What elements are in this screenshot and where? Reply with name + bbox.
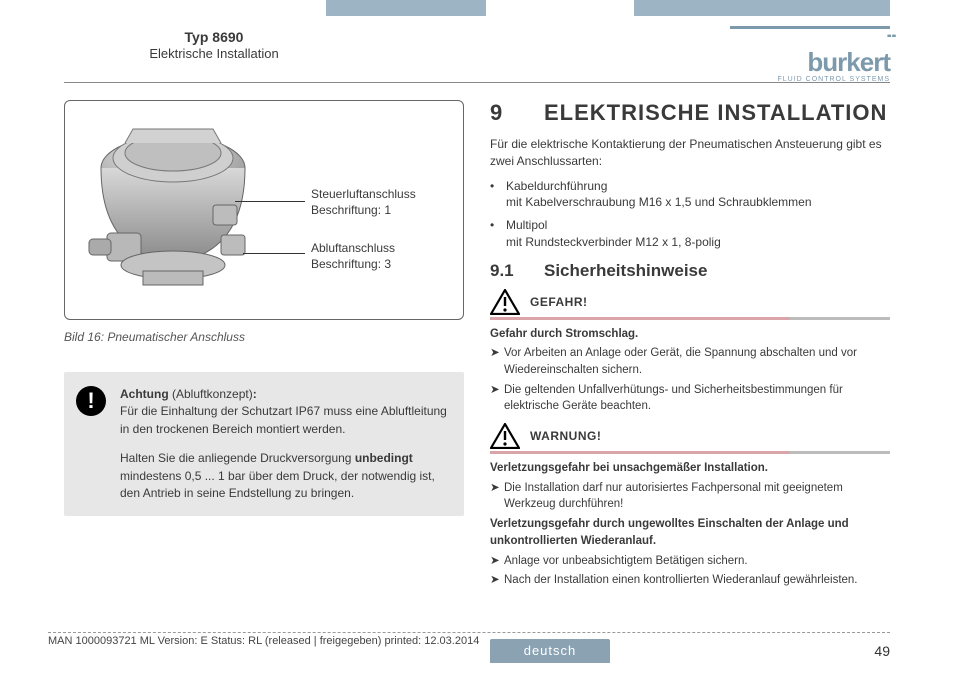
figure-caption: Bild 16: Pneumatischer Anschluss xyxy=(64,330,464,344)
danger-strip xyxy=(490,317,890,320)
attention-para-2: Halten Sie die anliegende Druckversorgun… xyxy=(120,450,450,502)
danger-icon xyxy=(490,289,520,315)
warning-title-2: Verletzungsgefahr durch ungewolltes Eins… xyxy=(490,516,890,549)
brand-logo: ¨ ¨burkert FLUID CONTROL SYSTEMS xyxy=(730,26,890,83)
footer-rule xyxy=(48,632,890,633)
warning-item: ➤Vor Arbeiten an Anlage oder Gerät, die … xyxy=(490,345,890,378)
callout-label-2: AbluftanschlussBeschriftung: 3 xyxy=(311,241,395,272)
warning-item: ➤Die Installation darf nur autorisiertes… xyxy=(490,480,890,513)
danger-box: Gefahr durch Stromschlag. ➤Vor Arbeiten … xyxy=(490,317,890,415)
danger-header: GEFAHR! xyxy=(490,289,890,315)
warning-label: WARNUNG! xyxy=(530,429,601,443)
attention-icon: ! xyxy=(76,386,106,416)
callout-label-1: SteuerluftanschlussBeschriftung: 1 xyxy=(311,187,416,218)
warning-item: ➤Nach der Installation einen kontrollier… xyxy=(490,572,890,589)
warning-title-1: Verletzungsgefahr bei unsachgemäßer Inst… xyxy=(490,460,890,477)
warning-box: Verletzungsgefahr bei unsachgemäßer Inst… xyxy=(490,451,890,589)
attention-para-1: Für die Einhaltung der Schutzart IP67 mu… xyxy=(120,403,450,438)
warning-strip xyxy=(490,451,890,454)
warning-item: ➤Anlage vor unbeabsichtigtem Betätigen s… xyxy=(490,553,890,570)
doc-type-title: Typ 8690 xyxy=(64,28,364,46)
connection-type-list: •Kabeldurchführungmit Kabelverschraubung… xyxy=(490,178,890,251)
subsection-title: Sicherheitshinweise xyxy=(544,261,707,281)
section-intro: Für die elektrische Kontaktierung der Pn… xyxy=(490,136,890,170)
subsection-number: 9.1 xyxy=(490,261,544,281)
subsection-heading: 9.1 Sicherheitshinweise xyxy=(490,261,890,281)
top-tab-strip xyxy=(0,0,954,16)
callout-line xyxy=(235,201,305,202)
callout-line xyxy=(243,253,305,254)
warning-icon xyxy=(490,423,520,449)
doc-type-subtitle: Elektrische Installation xyxy=(64,46,364,63)
top-tab xyxy=(634,0,890,16)
list-item: •Multipolmit Rundsteckverbinder M12 x 1,… xyxy=(490,217,890,251)
header-rule xyxy=(64,82,890,83)
danger-label: GEFAHR! xyxy=(530,295,588,309)
list-item: •Kabeldurchführungmit Kabelverschraubung… xyxy=(490,178,890,212)
danger-title: Gefahr durch Stromschlag. xyxy=(490,326,890,343)
attention-heading: Achtung xyxy=(120,387,169,401)
attention-heading-paren: (Abluftkonzept) xyxy=(169,387,253,401)
warning-item: ➤Die geltenden Unfallverhütungs- und Sic… xyxy=(490,382,890,415)
figure-box: SteuerluftanschlussBeschriftung: 1 Abluf… xyxy=(64,100,464,320)
language-tab: deutsch xyxy=(490,639,610,663)
brand-name: burkert xyxy=(807,47,890,77)
section-title: ELEKTRISCHE INSTALLATION xyxy=(544,100,887,126)
section-heading: 9 ELEKTRISCHE INSTALLATION xyxy=(490,100,890,126)
attention-box: ! Achtung (Abluftkonzept): Für die Einha… xyxy=(64,372,464,516)
top-tab xyxy=(326,0,486,16)
attention-heading-colon: : xyxy=(253,387,257,401)
footer-meta: MAN 1000093721 ML Version: E Status: RL … xyxy=(48,635,479,647)
warning-header: WARNUNG! xyxy=(490,423,890,449)
page-number: 49 xyxy=(874,643,890,659)
section-number: 9 xyxy=(490,100,544,126)
device-illustration xyxy=(83,113,263,303)
